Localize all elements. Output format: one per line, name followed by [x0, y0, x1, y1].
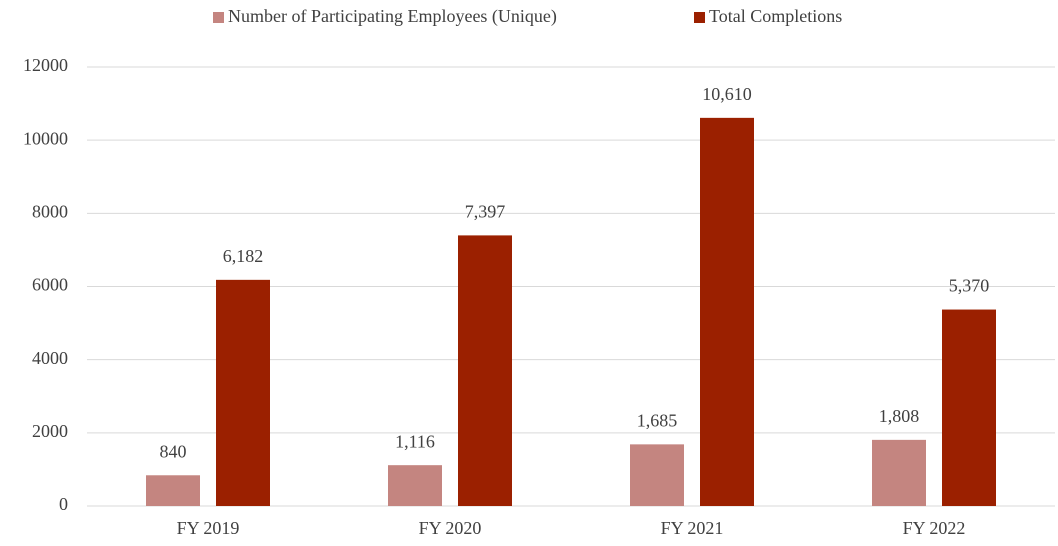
bar	[630, 444, 684, 506]
legend-label: Total Completions	[709, 6, 842, 26]
y-tick-label: 2000	[32, 421, 68, 441]
bar	[942, 309, 996, 506]
bar	[458, 235, 512, 507]
x-tick-label: FY 2020	[419, 518, 482, 538]
bar	[872, 439, 926, 506]
x-tick-label: FY 2022	[903, 518, 966, 538]
y-tick-label: 0	[59, 494, 68, 514]
x-tick-label: FY 2019	[177, 518, 240, 538]
data-label: 6,182	[223, 246, 264, 266]
data-label: 1,685	[637, 410, 678, 430]
bar	[388, 465, 442, 506]
y-tick-label: 8000	[32, 201, 68, 221]
data-label: 7,397	[465, 202, 506, 222]
y-tick-label: 6000	[32, 275, 68, 295]
bar	[146, 475, 200, 506]
legend-swatch	[213, 12, 224, 23]
data-label: 840	[160, 441, 187, 461]
y-tick-label: 10000	[23, 128, 68, 148]
bar	[216, 279, 270, 506]
legend-label: Number of Participating Employees (Uniqu…	[228, 6, 557, 27]
x-tick-label: FY 2021	[661, 518, 724, 538]
data-label: 10,610	[702, 84, 752, 104]
legend-swatch	[694, 12, 705, 23]
y-tick-label: 12000	[23, 55, 68, 75]
y-tick-label: 4000	[32, 348, 68, 368]
data-label: 5,370	[949, 276, 990, 296]
data-label: 1,808	[879, 406, 920, 426]
data-label: 1,116	[395, 431, 435, 451]
bar	[700, 117, 754, 506]
